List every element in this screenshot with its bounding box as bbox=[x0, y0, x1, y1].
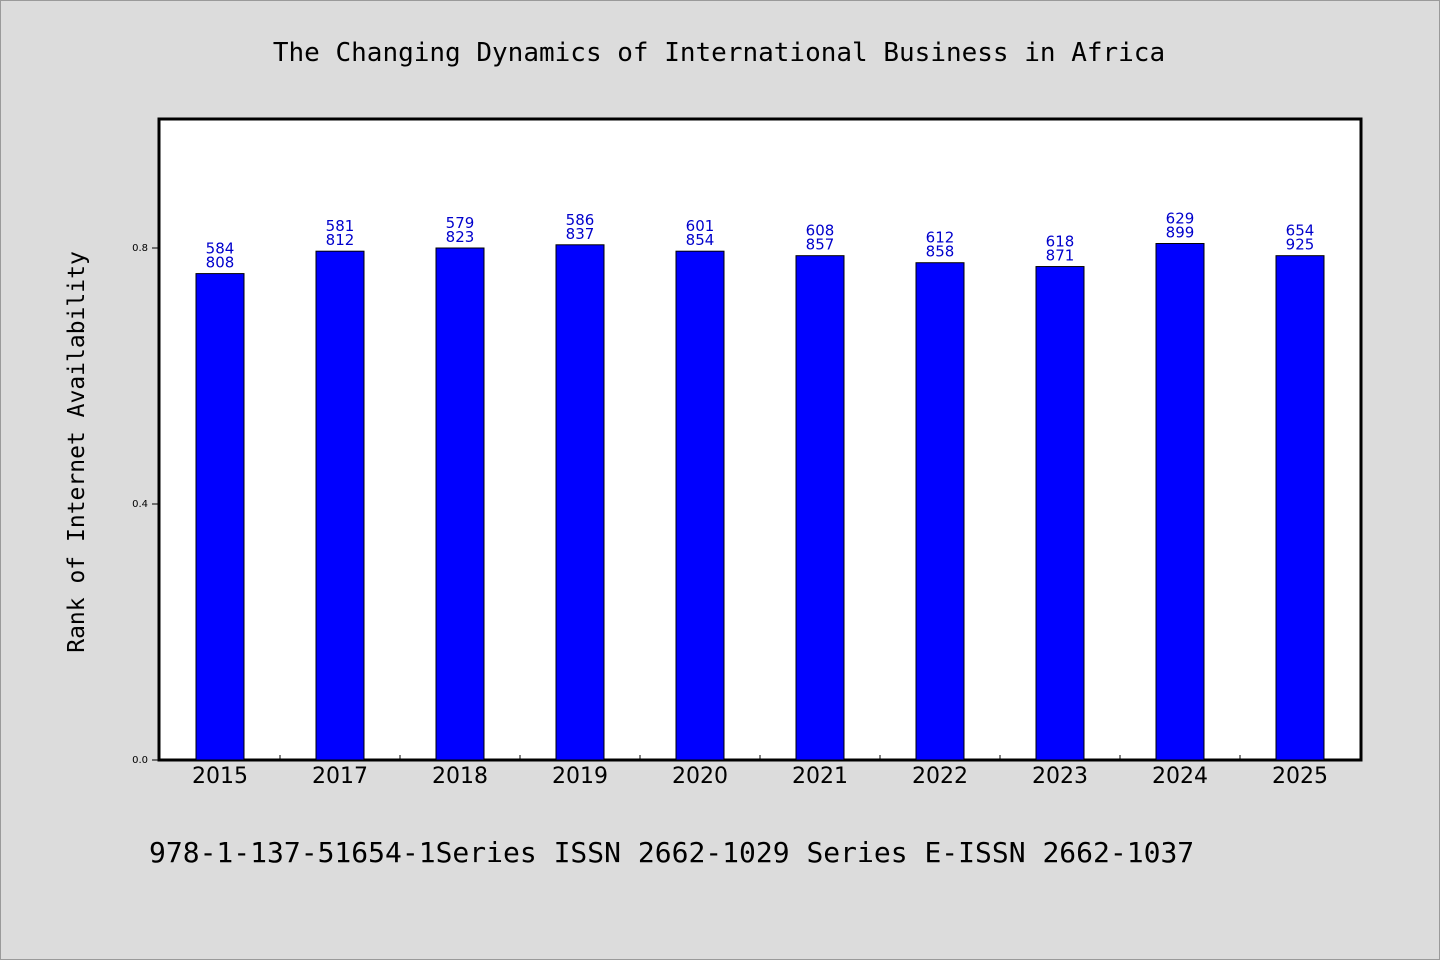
x-tick-label: 2022 bbox=[912, 764, 968, 789]
x-axis-ticks: 2015 2017 2018 2019 2020 2021 2022 2023 2024 2025 bbox=[192, 755, 1328, 789]
data-label-lower: 925 bbox=[1286, 236, 1315, 254]
x-tick-label: 2023 bbox=[1032, 764, 1088, 789]
x-tick-label: 2020 bbox=[672, 764, 728, 789]
y-axis-label: Rank of Internet Availability bbox=[64, 251, 90, 653]
data-label-upper: 612 bbox=[926, 229, 955, 247]
y-axis-ticks: 0.0 0.4 0.8 bbox=[132, 243, 160, 766]
bar-2018 bbox=[435, 247, 485, 761]
bar-2025 bbox=[1275, 255, 1325, 761]
data-label-upper: 579 bbox=[446, 214, 475, 232]
y-tick-label: 0.8 bbox=[132, 243, 148, 254]
bar-2019 bbox=[555, 244, 605, 761]
bar-2023 bbox=[1035, 266, 1085, 761]
data-label-upper: 618 bbox=[1046, 233, 1075, 251]
data-label-upper: 584 bbox=[206, 240, 235, 258]
bar-2024 bbox=[1155, 243, 1205, 761]
x-tick-label: 2017 bbox=[312, 764, 368, 789]
data-label-lower: 823 bbox=[446, 228, 475, 246]
data-label-lower: 812 bbox=[326, 231, 355, 249]
data-label-lower: 899 bbox=[1166, 224, 1195, 242]
data-label-lower: 871 bbox=[1046, 247, 1075, 265]
bar-2021 bbox=[795, 255, 845, 761]
bar-2015 bbox=[195, 273, 245, 761]
bars bbox=[195, 243, 1325, 761]
x-tick-label: 2015 bbox=[192, 764, 248, 789]
data-label-upper: 629 bbox=[1166, 210, 1195, 228]
y-tick-label: 0.4 bbox=[132, 499, 148, 510]
data-label-lower: 808 bbox=[206, 254, 235, 272]
data-label-lower: 858 bbox=[926, 243, 955, 261]
data-label-lower: 837 bbox=[566, 225, 595, 243]
data-label-lower: 857 bbox=[806, 236, 835, 254]
y-tick-label: 0.0 bbox=[132, 755, 148, 766]
bar-2020 bbox=[675, 250, 725, 761]
data-label-upper: 654 bbox=[1286, 222, 1315, 240]
chart-title: The Changing Dynamics of International B… bbox=[273, 38, 1165, 68]
data-label-upper: 586 bbox=[566, 211, 595, 229]
x-tick-label: 2021 bbox=[792, 764, 848, 789]
x-tick-label: 2024 bbox=[1152, 764, 1208, 789]
data-label-upper: 601 bbox=[686, 217, 715, 235]
data-label-lower: 854 bbox=[686, 231, 715, 249]
bar-2017 bbox=[315, 250, 365, 761]
x-tick-label: 2025 bbox=[1272, 764, 1328, 789]
x-tick-label: 2019 bbox=[552, 764, 608, 789]
data-label-upper: 608 bbox=[806, 222, 835, 240]
data-label-upper: 581 bbox=[326, 217, 355, 235]
x-tick-label: 2018 bbox=[432, 764, 488, 789]
footer-isbn-text: 978-1-137-51654-1Series ISSN 2662-1029 S… bbox=[149, 836, 1194, 869]
bar-2022 bbox=[915, 262, 965, 761]
